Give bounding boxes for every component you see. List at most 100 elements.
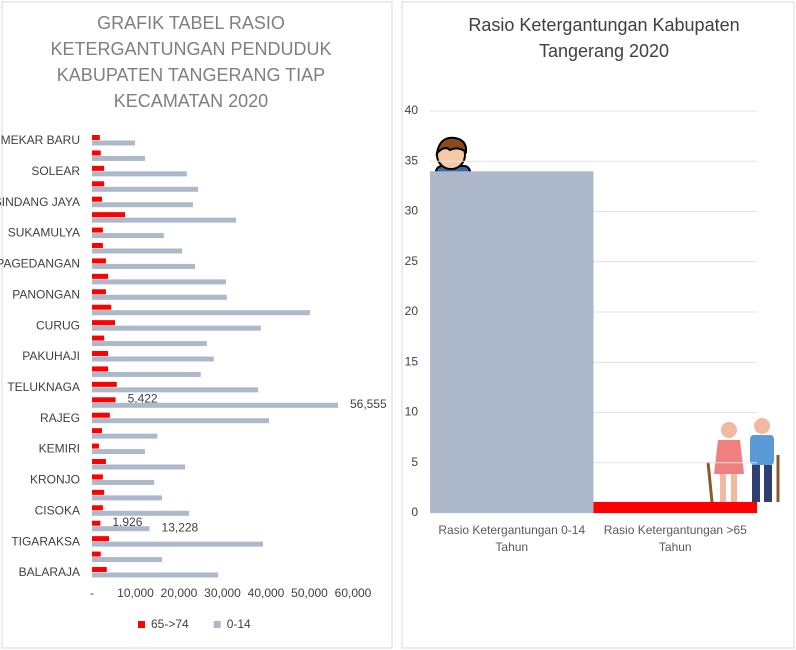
y-tick-label: PANONGAN bbox=[12, 287, 80, 301]
y-tick-label: 5 bbox=[411, 455, 418, 469]
y-tick-label: PAGEDANGAN bbox=[0, 257, 80, 271]
panel-frame bbox=[1, 1, 393, 649]
bar bbox=[92, 243, 103, 248]
y-tick-label: CISOKA bbox=[35, 503, 80, 517]
data-label: 56,555 bbox=[350, 397, 387, 411]
x-tick-label: 10,000 bbox=[117, 586, 154, 600]
bar bbox=[92, 258, 106, 264]
bar bbox=[92, 489, 105, 495]
bar bbox=[92, 428, 103, 434]
bar bbox=[92, 341, 207, 347]
bar bbox=[92, 289, 106, 295]
y-tick-label: KRONJO bbox=[30, 473, 80, 487]
bar bbox=[92, 217, 236, 223]
legend-label: 0-14 bbox=[227, 617, 251, 631]
y-tick-label: 10 bbox=[405, 405, 419, 419]
bar bbox=[92, 387, 259, 393]
bar bbox=[92, 351, 109, 356]
bar bbox=[92, 459, 106, 464]
panel-frame bbox=[401, 1, 795, 649]
y-tick-label: 25 bbox=[405, 254, 419, 268]
bar bbox=[92, 479, 155, 485]
bar bbox=[92, 140, 136, 146]
bar bbox=[92, 449, 146, 455]
bar bbox=[92, 273, 109, 279]
bar bbox=[92, 202, 193, 208]
y-tick-label: BALARAJA bbox=[19, 565, 80, 579]
y-tick-label: PAKUHAJI bbox=[22, 349, 80, 363]
data-label: 1,926 bbox=[112, 515, 142, 529]
bar bbox=[92, 381, 117, 387]
bar bbox=[92, 371, 201, 377]
bar bbox=[92, 181, 105, 187]
bar bbox=[92, 474, 103, 480]
bar bbox=[92, 510, 190, 516]
bar bbox=[92, 464, 186, 470]
bar bbox=[92, 320, 116, 326]
y-tick-label: CURUG bbox=[36, 318, 80, 332]
chart-title: GRAFIK TABEL RASIO KETERGANTUNGAN PENDUD… bbox=[50, 13, 332, 111]
bar bbox=[92, 263, 196, 269]
bar bbox=[92, 397, 116, 403]
bar bbox=[92, 325, 261, 331]
x-tick-label: 40,000 bbox=[248, 586, 285, 600]
x-tick-label: 60,000 bbox=[335, 586, 372, 600]
legend-label: 65->74 bbox=[151, 617, 189, 631]
bar bbox=[92, 366, 109, 372]
y-tick-label: TIGARAKSA bbox=[11, 534, 80, 548]
bar bbox=[92, 150, 101, 156]
y-tick-label: 20 bbox=[405, 304, 419, 318]
bar bbox=[92, 212, 126, 218]
bar bbox=[92, 402, 339, 408]
bar bbox=[92, 551, 101, 557]
y-tick-label: 40 bbox=[405, 103, 419, 117]
bar bbox=[92, 165, 105, 171]
bar bbox=[92, 495, 163, 501]
elderly-icon bbox=[706, 418, 780, 503]
chart-title: Rasio Ketergantungan Kabupaten Tangerang… bbox=[468, 15, 740, 61]
y-tick-label: SOLEAR bbox=[31, 164, 80, 178]
y-tick-label: SINDANG JAYA bbox=[0, 195, 80, 209]
bar bbox=[92, 248, 183, 254]
bar bbox=[92, 418, 270, 424]
legend-swatch bbox=[138, 621, 145, 628]
bar bbox=[92, 526, 150, 532]
x-tick-label: 30,000 bbox=[204, 586, 241, 600]
bar bbox=[92, 356, 214, 362]
x-tick-label: Rasio Ketergantungan >65 Tahun bbox=[603, 523, 747, 554]
bar bbox=[92, 505, 103, 511]
bar bbox=[92, 335, 105, 341]
y-tick-label: 30 bbox=[405, 204, 419, 218]
x-tick-label: - bbox=[90, 586, 94, 600]
x-tick-label: 50,000 bbox=[291, 586, 328, 600]
bar bbox=[92, 279, 226, 285]
bar bbox=[92, 567, 107, 572]
x-tick-label: 20,000 bbox=[161, 586, 198, 600]
data-label: 13,228 bbox=[162, 520, 199, 534]
y-tick-label: 15 bbox=[405, 354, 419, 368]
bar bbox=[92, 433, 158, 439]
data-label: 5,422 bbox=[128, 391, 158, 405]
bar bbox=[92, 135, 100, 140]
legend-swatch bbox=[213, 621, 221, 628]
bar bbox=[92, 536, 109, 542]
y-tick-label: 35 bbox=[405, 153, 419, 167]
bar bbox=[593, 501, 757, 513]
y-tick-label: SUKAMULYA bbox=[8, 226, 80, 240]
bar bbox=[430, 171, 594, 514]
y-tick-label: RAJEG bbox=[40, 411, 80, 425]
bar bbox=[92, 310, 310, 316]
bar bbox=[92, 294, 227, 300]
y-tick-label: TELUKNAGA bbox=[7, 380, 80, 394]
y-tick-label: MEKAR BARU bbox=[1, 133, 80, 147]
bar bbox=[92, 227, 103, 233]
bar bbox=[92, 233, 164, 239]
bar bbox=[92, 171, 187, 177]
bar bbox=[92, 541, 263, 547]
bar bbox=[92, 196, 103, 202]
bar bbox=[92, 572, 219, 578]
bar bbox=[92, 412, 110, 418]
bar bbox=[92, 304, 112, 310]
bar bbox=[92, 557, 163, 563]
